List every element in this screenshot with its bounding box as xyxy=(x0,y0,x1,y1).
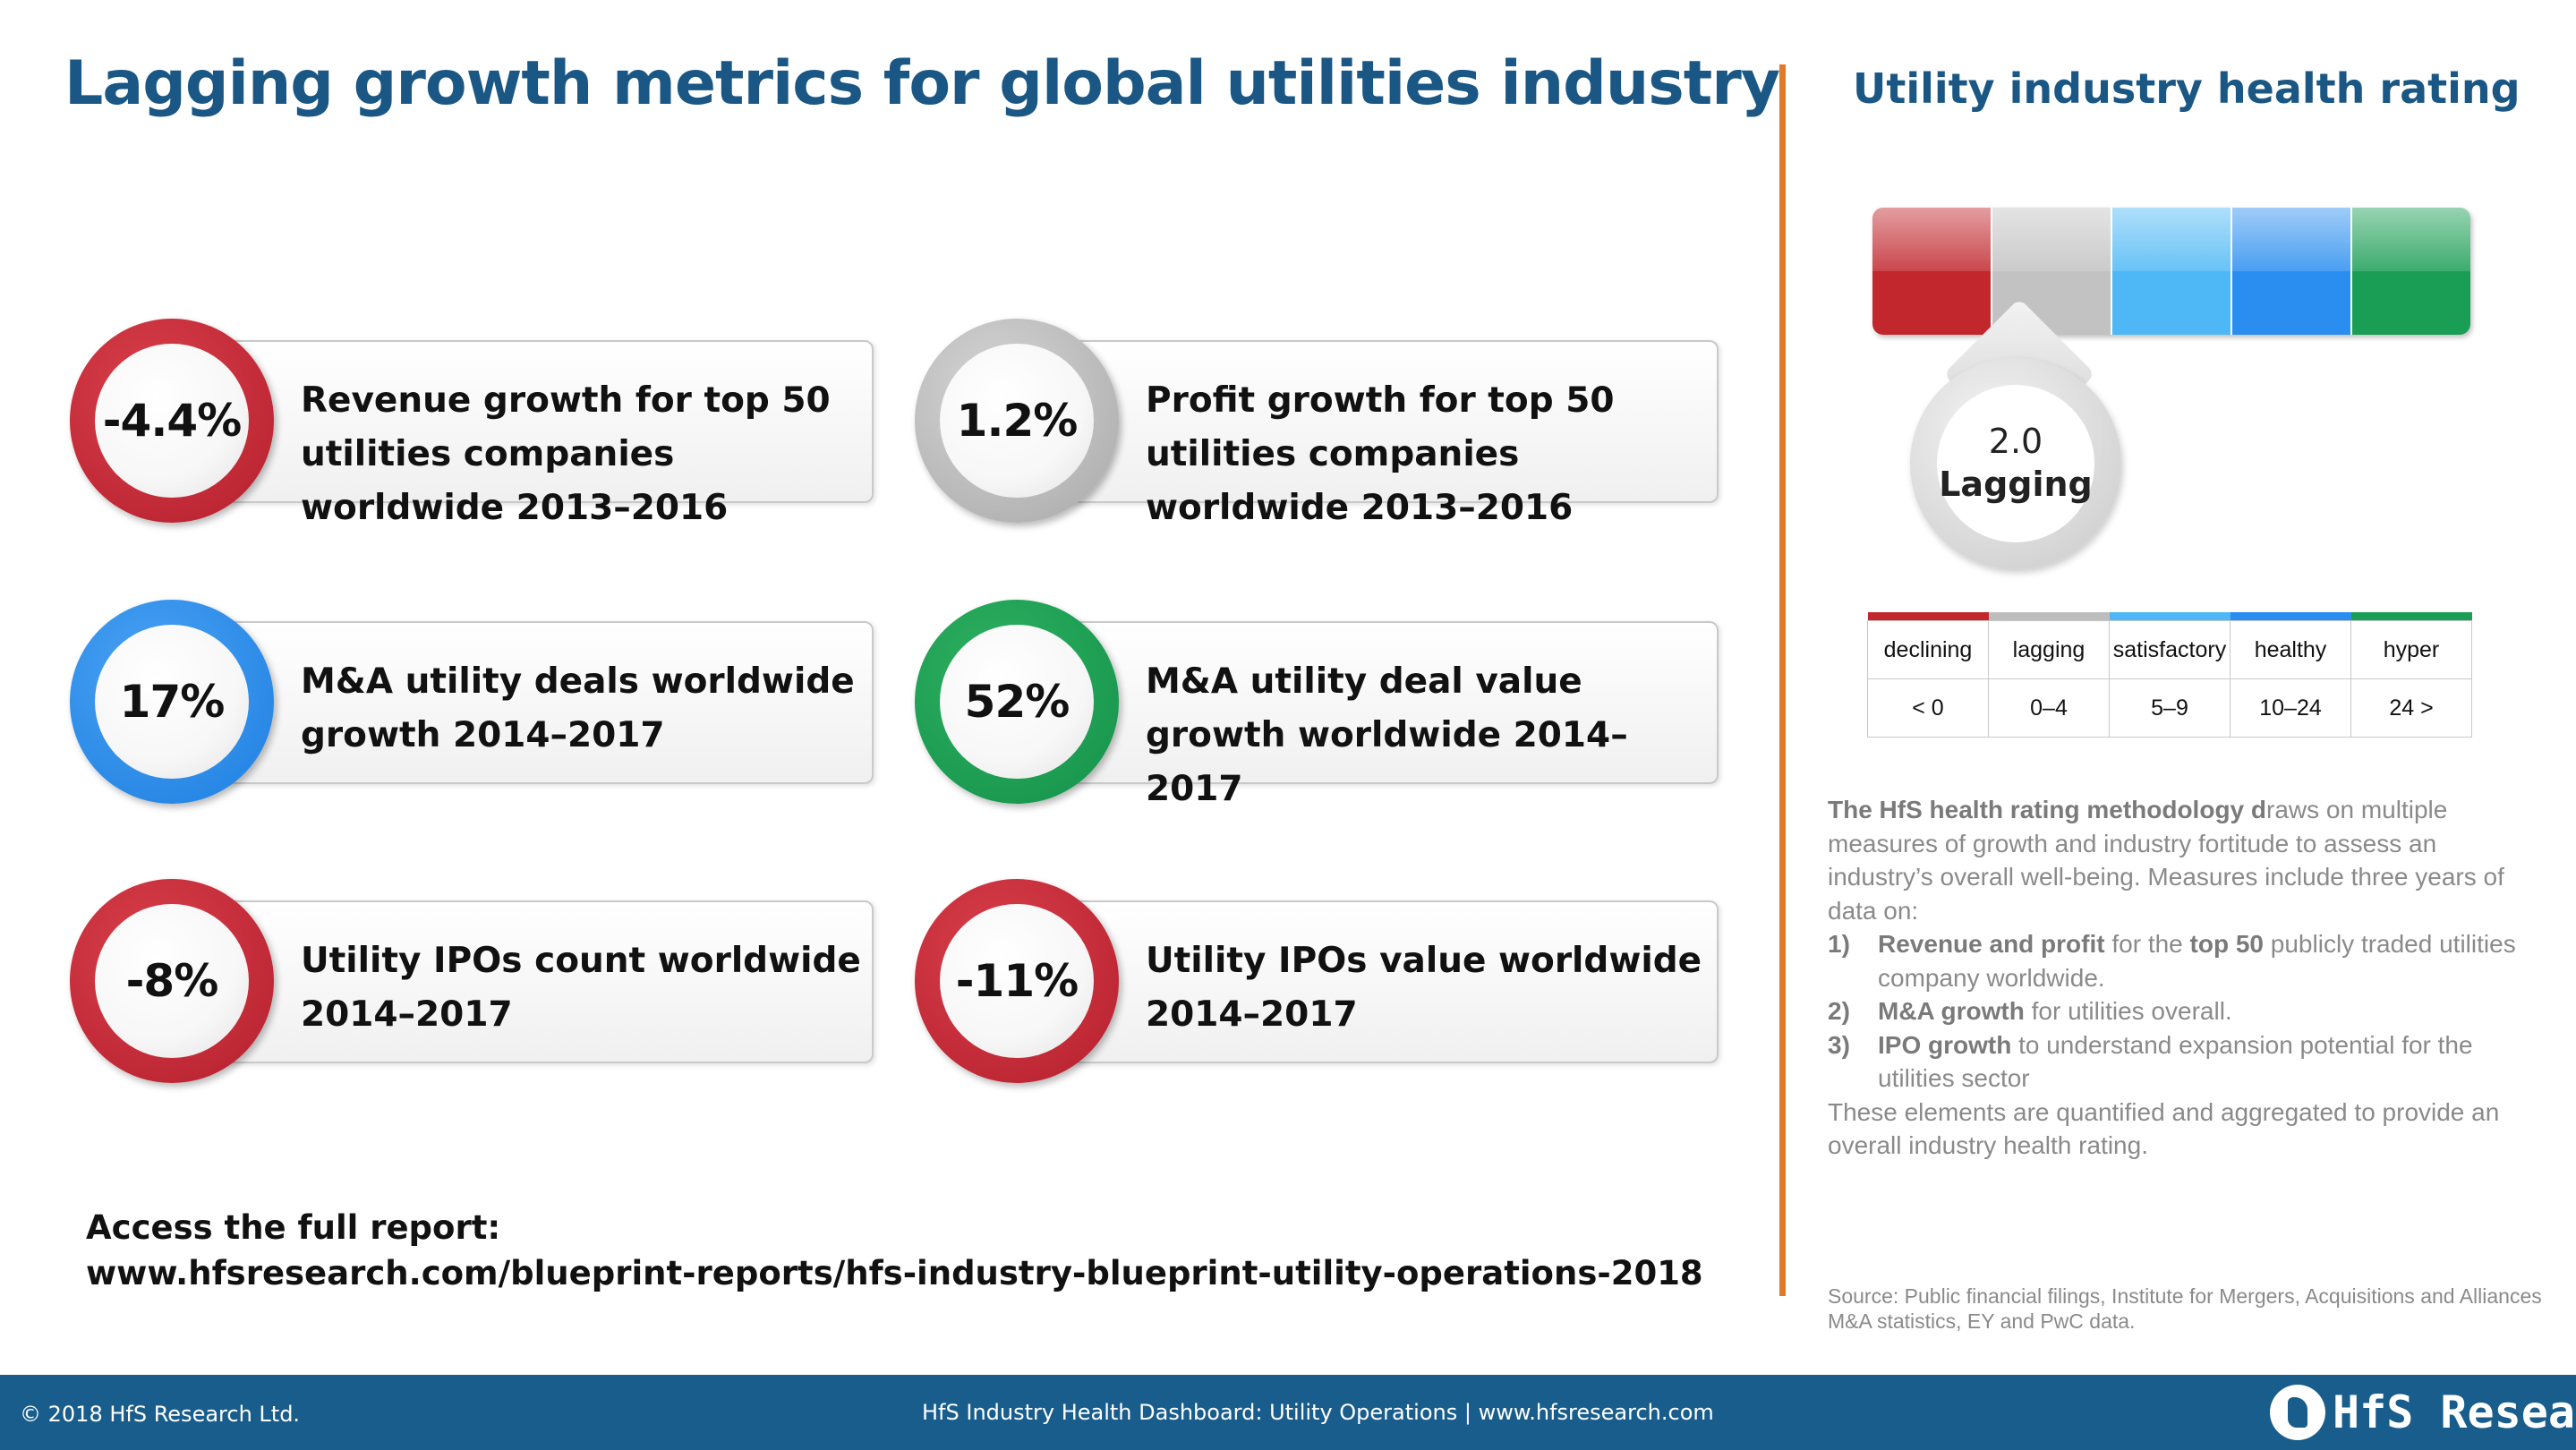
legend-range: < 0 xyxy=(1867,678,1989,738)
item-bold: Revenue and profit xyxy=(1878,930,2105,958)
methodology-outro: These elements are quantified and aggreg… xyxy=(1828,1097,2500,1160)
metric-card-ipo-value: Utility IPOs value worldwide 2014–2017 xyxy=(1062,900,1719,1063)
item-mid: to understand expansion potential for th… xyxy=(1878,1030,2473,1093)
methodology-item: 1) Revenue and profit for the top 50 pub… xyxy=(1828,927,2544,994)
metric-value: 52% xyxy=(940,625,1094,779)
methodology-intro: The HfS health rating methodology draws … xyxy=(1828,793,2544,927)
methodology-item: 2) M&A growth for utilities overall. xyxy=(1828,994,2544,1028)
methodology-text: The HfS health rating methodology draws … xyxy=(1828,793,2544,1163)
footer-bar xyxy=(0,1375,2576,1450)
metric-label: Utility IPOs count worldwide 2014–2017 xyxy=(301,941,861,1035)
legend-range: 10–24 xyxy=(2230,678,2351,738)
item-number: 2) xyxy=(1828,997,1850,1025)
legend-color-declining xyxy=(1867,612,1989,621)
metric-label: Profit growth for top 50 utilities compa… xyxy=(1146,380,1615,528)
metric-card-ipo-count: Utility IPOs count worldwide 2014–2017 xyxy=(217,900,874,1063)
legend-range: 0–4 xyxy=(1988,678,2110,738)
legend-color-hyper xyxy=(2350,612,2472,621)
access-report: Access the full report: www.hfsresearch.… xyxy=(86,1205,1703,1296)
source-note: Source: Public financial filings, Instit… xyxy=(1828,1284,2542,1333)
metric-card-revenue: Revenue growth for top 50 utilities comp… xyxy=(217,340,874,528)
methodology-intro-rest: raws on multiple measures of growth and … xyxy=(1828,796,2504,925)
rating-badge-inner: 2.0 Lagging xyxy=(1937,385,2094,542)
legend-color-lagging xyxy=(1988,612,2110,621)
hfs-logo: HfS Research xyxy=(2270,1384,2576,1441)
item-bold: IPO growth xyxy=(1878,1030,2012,1059)
legend-name: declining xyxy=(1867,620,1989,679)
rating-legend-table: declining lagging satisfactory healthy h… xyxy=(1867,612,2472,738)
item-number: 1) xyxy=(1828,930,1850,958)
metric-label: M&A utility deals worldwide growth 2014–… xyxy=(301,661,855,755)
metric-ring-ma-deals: 17% xyxy=(70,600,274,804)
legend-range: 24 > xyxy=(2350,678,2472,738)
metric-ring-profit: 1.2% xyxy=(915,319,1119,523)
item-mid: for utilities overall. xyxy=(2024,997,2232,1025)
footer-copyright: © 2018 HfS Research Ltd. xyxy=(20,1402,301,1427)
metric-card-profit: Profit growth for top 50 utilities compa… xyxy=(1062,340,1719,528)
metric-value: -4.4% xyxy=(95,344,249,498)
footer-center-text: HfS Industry Health Dashboard: Utility O… xyxy=(922,1400,1714,1425)
item-mid: for the xyxy=(2104,930,2190,958)
item-text: Revenue and profit for the top 50 public… xyxy=(1878,927,2544,994)
access-label: Access the full report: xyxy=(86,1208,501,1247)
legend-range: 5–9 xyxy=(2109,678,2231,738)
metric-value: -11% xyxy=(940,904,1094,1058)
health-rating-gauge xyxy=(1872,208,2470,335)
legend-name: satisfactory xyxy=(2109,620,2231,679)
metric-label: Revenue growth for top 50 utilities comp… xyxy=(301,380,831,528)
legend-color-satisfactory xyxy=(2109,612,2231,621)
legend-name: healthy xyxy=(2230,620,2351,679)
legend-name: lagging xyxy=(1988,620,2110,679)
rating-value: 2.0 xyxy=(1988,422,2043,461)
metric-ring-ipo-value: -11% xyxy=(915,879,1119,1083)
gauge-segment-healthy xyxy=(2232,208,2352,335)
item-text: IPO growth to understand expansion poten… xyxy=(1878,1028,2544,1096)
gauge-segment-hyper xyxy=(2352,208,2470,335)
item-number: 3) xyxy=(1828,1030,1850,1059)
item-bold2: top 50 xyxy=(2189,930,2264,958)
rating-word: Lagging xyxy=(1939,465,2093,504)
metric-ring-revenue: -4.4% xyxy=(70,319,274,523)
page-title: Lagging growth metrics for global utilit… xyxy=(64,48,1780,119)
metric-ring-ipo-count: -8% xyxy=(70,879,274,1083)
hfs-logo-icon xyxy=(2270,1385,2325,1440)
metric-ring-ma-value: 52% xyxy=(915,600,1119,804)
methodology-item: 3) IPO growth to understand expansion po… xyxy=(1828,1028,2544,1096)
gauge-segment-satisfactory xyxy=(2112,208,2232,335)
metric-value: 17% xyxy=(95,625,249,779)
metric-value: -8% xyxy=(95,904,249,1058)
item-rest: publicly traded utilities company worldw… xyxy=(1878,930,2516,992)
metric-label: M&A utility deal value growth worldwide … xyxy=(1146,661,1628,809)
metric-label: Utility IPOs value worldwide 2014–2017 xyxy=(1146,941,1702,1035)
metric-card-ma-deals: M&A utility deals worldwide growth 2014–… xyxy=(217,621,874,784)
report-link[interactable]: www.hfsresearch.com/blueprint-reports/hf… xyxy=(86,1254,1703,1292)
rating-badge: 2.0 Lagging xyxy=(1910,358,2121,569)
gauge-segment-declining xyxy=(1872,208,1992,335)
metric-card-ma-value: M&A utility deal value growth worldwide … xyxy=(1062,621,1719,809)
legend-color-healthy xyxy=(2230,612,2351,621)
item-text: M&A growth for utilities overall. xyxy=(1878,994,2232,1028)
item-bold: M&A growth xyxy=(1878,997,2025,1025)
metric-value: 1.2% xyxy=(940,344,1094,498)
section-divider xyxy=(1779,64,1786,1296)
methodology-intro-bold: The HfS health rating methodology d xyxy=(1828,796,2266,823)
hfs-logo-text: HfS Research xyxy=(2333,1386,2576,1438)
legend-name: hyper xyxy=(2350,620,2472,679)
rating-title: Utility industry health rating xyxy=(1853,64,2521,113)
